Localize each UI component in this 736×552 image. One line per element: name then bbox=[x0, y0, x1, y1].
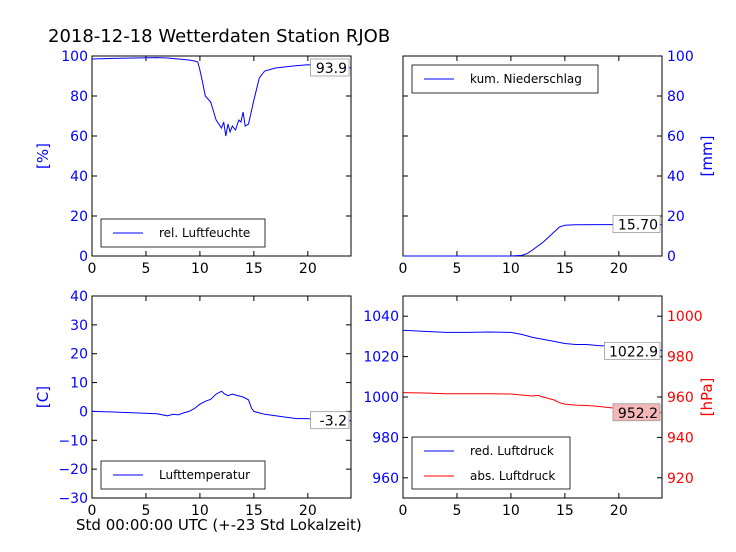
value-label-box bbox=[612, 215, 661, 234]
x-tick-label: 0 bbox=[88, 261, 97, 277]
x-tick-label: 5 bbox=[141, 261, 150, 277]
y-axis-label: [C] bbox=[34, 386, 52, 408]
plot-frame bbox=[402, 55, 663, 257]
plot-frame bbox=[91, 295, 352, 499]
y-tick-label: −20 bbox=[58, 462, 88, 478]
y-tick-label: −10 bbox=[58, 433, 88, 449]
series-line bbox=[403, 224, 662, 257]
legend-label: kum. Niederschlag bbox=[470, 72, 582, 86]
y-tick-label: 1040 bbox=[363, 309, 399, 325]
panel-3: 0 5 10 15 20 −30 −20 −10 0 10 20 30 40 [C] -3.2 Lufttem… bbox=[34, 289, 352, 519]
panel-4: 0 5 10 15 20 960 980 1000 1020 1040 920 940 960 980 10… bbox=[363, 295, 716, 519]
x-tick-label: 20 bbox=[610, 503, 628, 519]
chart-title: 2018-12-18 Wetterdaten Station RJOB bbox=[48, 26, 391, 47]
y-tick-label: 60 bbox=[667, 129, 685, 145]
x-tick-label: 5 bbox=[452, 503, 461, 519]
y-tick-label: 40 bbox=[70, 289, 88, 305]
y-tick-label: 0 bbox=[79, 404, 88, 420]
y-tick-label: 960 bbox=[667, 390, 694, 406]
legend: Lufttemperatur bbox=[100, 460, 266, 490]
x-tick-label: 15 bbox=[245, 503, 263, 519]
x-tick-label: 10 bbox=[191, 503, 209, 519]
y-tick-label: 40 bbox=[667, 169, 685, 185]
y-tick-label: 100 bbox=[61, 49, 88, 65]
x-tick-label: 0 bbox=[399, 261, 408, 277]
legend: red. Luftdruck abs. Luftdruck bbox=[411, 436, 571, 490]
plot-frame bbox=[91, 55, 352, 257]
value-label-box bbox=[310, 411, 350, 430]
y-tick-label: 1000 bbox=[667, 309, 703, 325]
x-tick-label: 10 bbox=[191, 261, 209, 277]
value-label: 15.70 bbox=[618, 218, 658, 234]
value-label-box bbox=[310, 58, 350, 77]
value-label-box bbox=[604, 341, 661, 360]
legend-label: rel. Luftfeuchte bbox=[159, 226, 250, 240]
y-tick-label: 100 bbox=[667, 49, 694, 65]
y-tick-label: 1000 bbox=[363, 390, 399, 406]
value-label: 952.2 bbox=[618, 406, 658, 422]
x-tick-label: 15 bbox=[556, 503, 574, 519]
y-tick-label: −30 bbox=[58, 491, 88, 507]
value-label: 93.9 bbox=[316, 61, 347, 77]
x-tick-label: 0 bbox=[88, 503, 97, 519]
x-axis-label: Std 00:00:00 UTC (+-23 Std Lokalzeit) bbox=[76, 516, 362, 534]
y-tick-label: 940 bbox=[667, 430, 694, 446]
legend: rel. Luftfeuchte bbox=[100, 218, 266, 248]
y-tick-label: 30 bbox=[70, 318, 88, 334]
panel-2: 0 5 10 15 20 0 20 40 60 80 100 [mm] 15.70 kum. Nieder… bbox=[399, 49, 716, 277]
legend-box bbox=[411, 436, 571, 490]
value-label: -3.2 bbox=[320, 414, 347, 430]
y-tick-label: 40 bbox=[70, 169, 88, 185]
x-tick-label: 15 bbox=[245, 261, 263, 277]
x-tick-label: 20 bbox=[610, 261, 628, 277]
legend-label: abs. Luftdruck bbox=[470, 469, 555, 483]
y-tick-label: 10 bbox=[70, 376, 88, 392]
x-tick-label: 10 bbox=[502, 503, 520, 519]
value-label-box bbox=[612, 403, 661, 422]
y-tick-label: 0 bbox=[667, 249, 676, 265]
y-axis-label: [%] bbox=[34, 143, 52, 169]
y-axis-label: [hPa] bbox=[698, 378, 716, 417]
y-tick-label: 20 bbox=[667, 209, 685, 225]
x-tick-label: 20 bbox=[299, 261, 317, 277]
legend-box bbox=[411, 64, 599, 94]
y-tick-label: 60 bbox=[70, 129, 88, 145]
legend: kum. Niederschlag bbox=[411, 64, 599, 94]
y-tick-label: 980 bbox=[372, 430, 399, 446]
y-axis-label: [mm] bbox=[698, 136, 716, 177]
y-tick-label: 1020 bbox=[363, 350, 399, 366]
y-tick-label: 0 bbox=[79, 249, 88, 265]
series-line bbox=[91, 57, 352, 137]
panel-1: 0 5 10 15 20 0 20 40 60 80 100 [%] 93.9 rel. Luftfeuc… bbox=[34, 49, 352, 277]
x-tick-label: 20 bbox=[299, 503, 317, 519]
x-tick-label: 10 bbox=[502, 261, 520, 277]
series-line bbox=[91, 390, 352, 422]
y-tick-label: 20 bbox=[70, 347, 88, 363]
legend-label: Lufttemperatur bbox=[159, 468, 250, 482]
y-tick-label: 960 bbox=[372, 471, 399, 487]
y-tick-label: 80 bbox=[667, 89, 685, 105]
legend-label: red. Luftdruck bbox=[470, 444, 554, 458]
y-tick-label: 80 bbox=[70, 89, 88, 105]
x-tick-label: 15 bbox=[556, 261, 574, 277]
y-tick-label: 920 bbox=[667, 471, 694, 487]
x-tick-label: 5 bbox=[452, 261, 461, 277]
x-tick-label: 5 bbox=[141, 503, 150, 519]
x-tick-label: 0 bbox=[399, 503, 408, 519]
y-tick-label: 20 bbox=[70, 209, 88, 225]
value-label: 1022.9 bbox=[609, 344, 658, 360]
y-tick-label: 980 bbox=[667, 350, 694, 366]
